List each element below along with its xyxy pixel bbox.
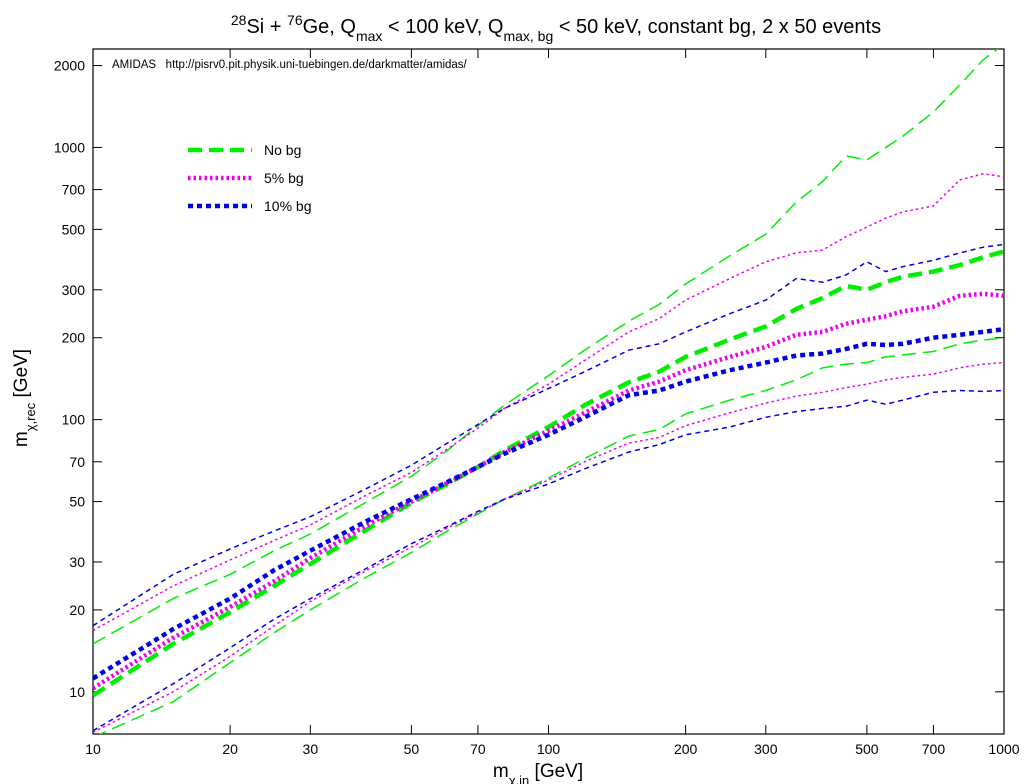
series-line-10-bg-lower: [93, 389, 1004, 732]
y-tick-label: 200: [62, 330, 86, 346]
amidas-annotation: AMIDAS http://pisrv0.pit.physik.uni-tueb…: [112, 59, 468, 71]
y-tick-label: 100: [62, 412, 86, 428]
y-axis-label: mχ,rec [GeV]: [11, 349, 38, 447]
x-tick-label: 20: [222, 741, 238, 757]
y-tick-label: 10: [69, 684, 85, 700]
y-tick-label: 70: [69, 454, 85, 470]
legend-label-10-bg: 10% bg: [264, 198, 311, 214]
series-line-5-bg-lower: [93, 361, 1004, 733]
y-tick-label: 1000: [54, 139, 85, 155]
legend-label-no-bg: No bg: [264, 142, 301, 158]
series-line-no-bg-lower: [98, 336, 1004, 734]
y-tick-label: 50: [69, 494, 85, 510]
y-tick-label: 2000: [54, 58, 85, 74]
series-line-no-bg-upper: [93, 49, 999, 645]
y-tick-label: 300: [62, 282, 86, 298]
legend-label-5-bg: 5% bg: [264, 170, 304, 186]
x-tick-label: 10: [85, 741, 101, 757]
series-line-5-bg-upper: [93, 173, 1004, 632]
x-tick-label: 300: [754, 741, 778, 757]
plot-frame: [92, 48, 1005, 735]
y-tick-label: 30: [69, 554, 85, 570]
series-line-10-bg-median: [93, 326, 1004, 681]
x-tick-label: 100: [537, 741, 561, 757]
x-tick-label: 1000: [988, 741, 1019, 757]
x-tick-label: 50: [404, 741, 420, 757]
chart-title: 28Si + 76Ge, Qmax < 100 keV, Qmax, bg < …: [231, 12, 881, 44]
y-tick-label: 500: [62, 221, 86, 237]
data-series: [93, 49, 1004, 734]
x-tick-label: 200: [674, 741, 698, 757]
x-axis-label: mχ,in [GeV]: [493, 761, 583, 784]
y-tick-label: 20: [69, 602, 85, 618]
axis-ticks: 10 20 30 50 70 100 200 300 500 700 1000 10 20 30 50 70 1…: [54, 49, 1020, 757]
y-tick-label: 700: [62, 182, 86, 198]
legend: No bg 5% bg 10% bg: [188, 142, 311, 214]
x-tick-label: 70: [470, 741, 486, 757]
series-line-5-bg-median: [93, 291, 1004, 691]
series-line-no-bg-median: [93, 249, 1004, 698]
x-tick-label: 30: [303, 741, 319, 757]
x-tick-label: 700: [922, 741, 946, 757]
x-tick-label: 500: [855, 741, 879, 757]
series-line-10-bg-upper: [93, 243, 1004, 627]
